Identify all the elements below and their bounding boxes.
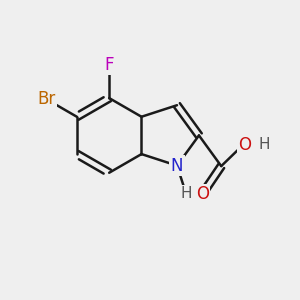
Text: O: O [238,136,251,154]
Text: H: H [180,186,192,201]
Text: Br: Br [38,90,56,108]
Text: O: O [196,185,208,203]
Text: H: H [259,137,270,152]
Text: F: F [104,56,114,74]
Text: N: N [171,157,183,175]
